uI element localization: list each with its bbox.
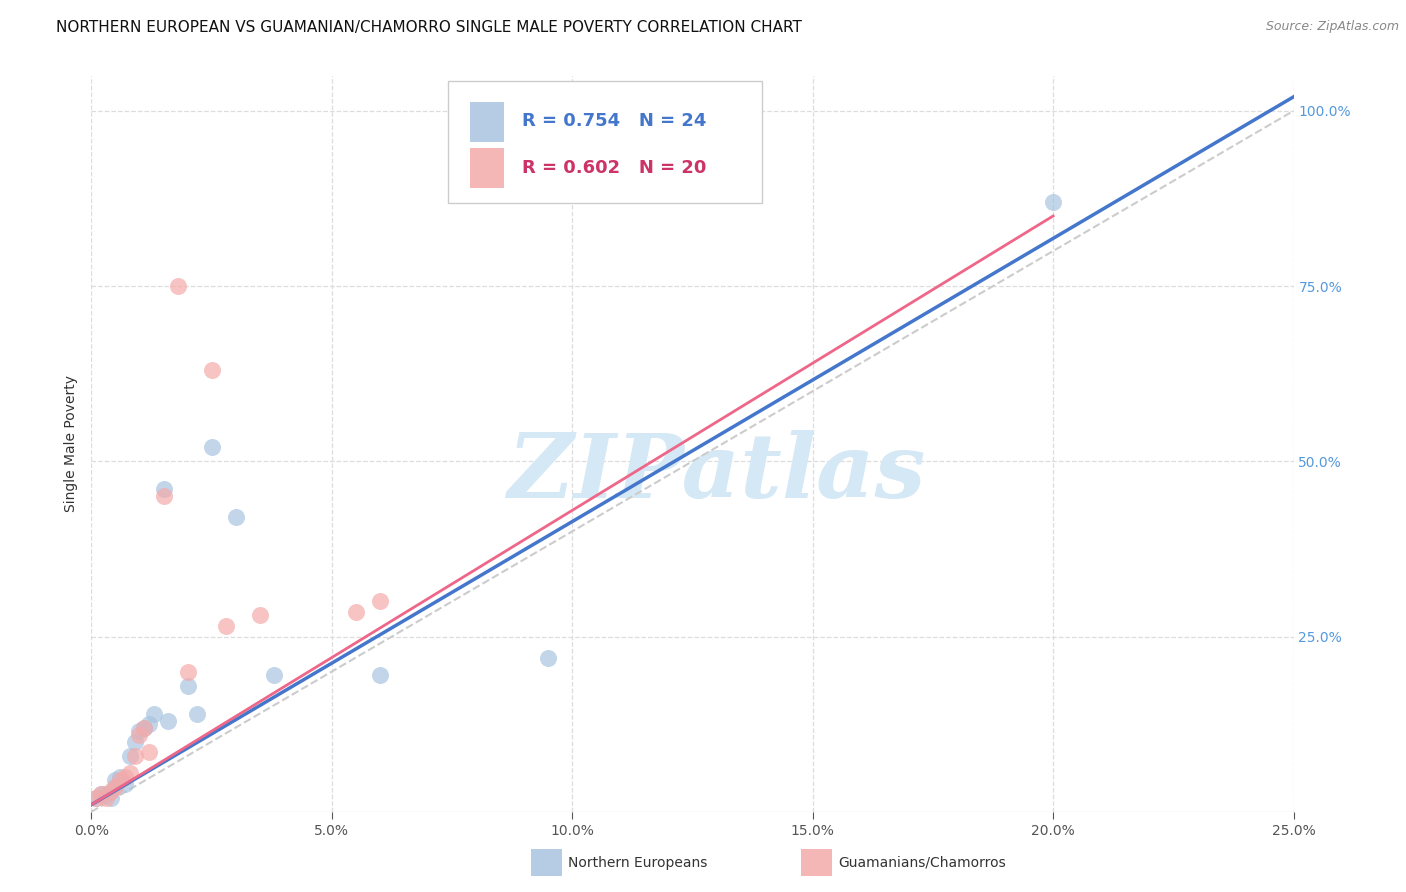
Point	[124, 748, 146, 763]
Text: R = 0.602   N = 20: R = 0.602 N = 20	[522, 159, 706, 177]
Point	[110, 773, 132, 788]
Point	[249, 608, 271, 623]
Point	[90, 787, 112, 801]
Point	[215, 619, 238, 633]
Point	[152, 489, 174, 503]
Point	[94, 790, 117, 805]
Point	[152, 483, 174, 497]
Point	[110, 770, 132, 784]
Text: Northern Europeans: Northern Europeans	[568, 855, 707, 870]
Point	[100, 783, 122, 797]
Point	[176, 679, 198, 693]
Point	[138, 717, 160, 731]
Point	[176, 665, 198, 679]
Point	[142, 706, 165, 721]
Point	[104, 773, 127, 788]
Point	[368, 594, 391, 608]
Point	[138, 745, 160, 759]
Point	[1042, 194, 1064, 209]
Point	[118, 766, 141, 780]
Point	[201, 440, 224, 454]
Point	[344, 605, 367, 619]
Point	[368, 668, 391, 682]
Point	[114, 770, 136, 784]
Point	[167, 279, 190, 293]
Text: NORTHERN EUROPEAN VS GUAMANIAN/CHAMORRO SINGLE MALE POVERTY CORRELATION CHART: NORTHERN EUROPEAN VS GUAMANIAN/CHAMORRO …	[56, 20, 801, 35]
Point	[84, 790, 107, 805]
Point	[90, 787, 112, 801]
Point	[128, 728, 150, 742]
FancyBboxPatch shape	[449, 81, 762, 203]
FancyBboxPatch shape	[470, 102, 503, 142]
Point	[186, 706, 208, 721]
Point	[124, 734, 146, 748]
Point	[225, 510, 247, 524]
Point	[134, 721, 156, 735]
Point	[201, 363, 224, 377]
Point	[104, 780, 127, 794]
Point	[128, 724, 150, 739]
Point	[100, 790, 122, 805]
Text: Guamanians/Chamorros: Guamanians/Chamorros	[838, 855, 1005, 870]
Y-axis label: Single Male Poverty: Single Male Poverty	[63, 376, 77, 512]
Point	[263, 668, 285, 682]
Point	[94, 787, 117, 801]
Point	[84, 790, 107, 805]
Text: ZIPatlas: ZIPatlas	[508, 430, 925, 516]
Point	[104, 780, 127, 794]
FancyBboxPatch shape	[470, 148, 503, 188]
Text: R = 0.754   N = 24: R = 0.754 N = 24	[522, 112, 706, 130]
Point	[157, 714, 180, 728]
Point	[134, 721, 156, 735]
Text: Source: ZipAtlas.com: Source: ZipAtlas.com	[1265, 20, 1399, 33]
Point	[114, 777, 136, 791]
Point	[537, 650, 560, 665]
Point	[118, 748, 141, 763]
